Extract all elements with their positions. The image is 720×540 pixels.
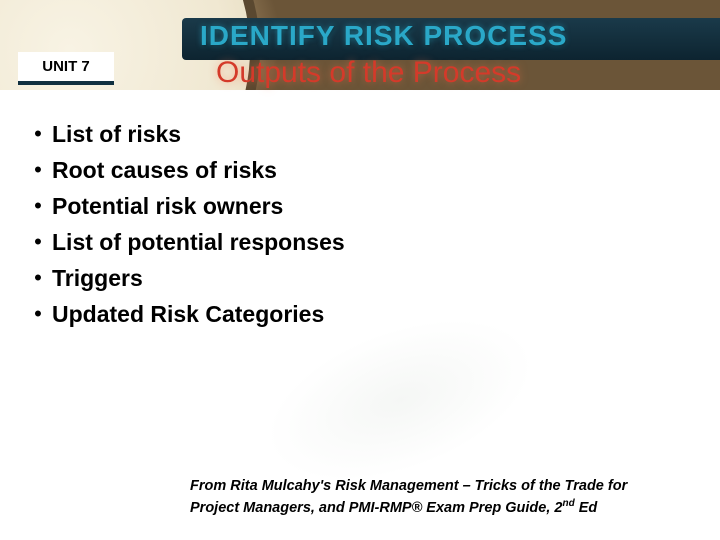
bullet-icon: • — [24, 262, 52, 294]
bullet-icon: • — [24, 190, 52, 222]
list-item: • Root causes of risks — [24, 154, 684, 186]
footer-line2a: Project Managers, and PMI-RMP® Exam Prep… — [190, 499, 562, 515]
footer-line2b: Ed — [575, 499, 598, 515]
footer-citation: From Rita Mulcahy's Risk Management – Tr… — [190, 477, 700, 518]
bullet-icon: • — [24, 298, 52, 330]
bullet-text: Potential risk owners — [52, 190, 283, 222]
bullet-list: • List of risks • Root causes of risks •… — [24, 118, 684, 334]
bullet-icon: • — [24, 118, 52, 150]
list-item: • List of potential responses — [24, 226, 684, 258]
slide: IDENTIFY RISK PROCESS Outputs of the Pro… — [0, 0, 720, 540]
footer-line1: From Rita Mulcahy's Risk Management – Tr… — [190, 478, 627, 494]
bullet-text: List of risks — [52, 118, 181, 150]
bullet-text: Triggers — [52, 262, 143, 294]
list-item: • Triggers — [24, 262, 684, 294]
title-subtitle: Outputs of the Process — [216, 56, 521, 90]
bullet-text: Updated Risk Categories — [52, 298, 324, 330]
title-main: IDENTIFY RISK PROCESS — [200, 20, 567, 52]
unit-tab: UNIT 7 — [18, 52, 114, 85]
footer-sup: nd — [562, 498, 574, 509]
bullet-text: Root causes of risks — [52, 154, 277, 186]
list-item: • Potential risk owners — [24, 190, 684, 222]
bullet-icon: • — [24, 154, 52, 186]
list-item: • List of risks — [24, 118, 684, 150]
bullet-icon: • — [24, 226, 52, 258]
list-item: • Updated Risk Categories — [24, 298, 684, 330]
bullet-text: List of potential responses — [52, 226, 345, 258]
